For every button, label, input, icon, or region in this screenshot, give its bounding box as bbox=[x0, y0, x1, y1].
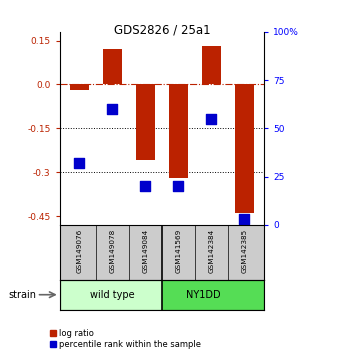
Point bbox=[143, 183, 148, 189]
Point bbox=[77, 160, 82, 166]
Text: GSM149084: GSM149084 bbox=[143, 229, 148, 273]
Bar bbox=[103, 50, 121, 85]
Point bbox=[176, 183, 181, 189]
Bar bbox=[203, 46, 221, 85]
Point bbox=[110, 106, 115, 112]
Text: GSM142384: GSM142384 bbox=[208, 229, 214, 273]
Text: GSM142385: GSM142385 bbox=[241, 229, 248, 273]
Bar bbox=[60, 280, 162, 310]
Bar bbox=[162, 280, 264, 310]
Bar bbox=[70, 85, 89, 90]
Point bbox=[209, 116, 214, 121]
Point bbox=[242, 216, 247, 222]
Text: NY1DD: NY1DD bbox=[186, 290, 221, 300]
Text: strain: strain bbox=[9, 290, 36, 300]
Text: GSM149078: GSM149078 bbox=[109, 229, 116, 273]
Legend: log ratio, percentile rank within the sample: log ratio, percentile rank within the sa… bbox=[48, 329, 202, 350]
Text: GDS2826 / 25a1: GDS2826 / 25a1 bbox=[114, 23, 210, 36]
Bar bbox=[235, 85, 254, 213]
Text: wild type: wild type bbox=[90, 290, 135, 300]
Text: GSM149076: GSM149076 bbox=[76, 229, 83, 273]
Bar bbox=[136, 85, 154, 160]
Text: GSM141569: GSM141569 bbox=[176, 229, 181, 273]
Bar bbox=[169, 85, 188, 178]
